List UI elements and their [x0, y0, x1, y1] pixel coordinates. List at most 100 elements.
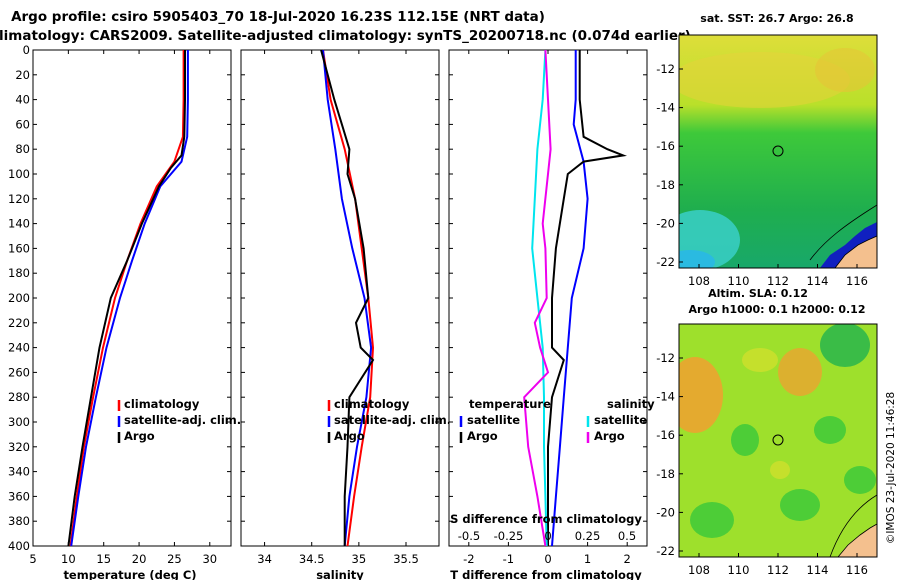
y-tick-label: 140 — [8, 217, 30, 231]
difference-xlabel: T difference from climatology — [450, 568, 642, 580]
salinity-xlabel: salinity — [316, 568, 364, 580]
series-line-t-satellite — [551, 50, 589, 547]
sla-land — [837, 523, 877, 557]
map-y-tick-label: -12 — [656, 62, 675, 76]
sla-low-patch — [690, 502, 734, 538]
x-tick-label: 5 — [29, 552, 36, 566]
sst-bathymetry-contour — [809, 204, 877, 261]
salinity-axes-frame — [240, 49, 440, 547]
map-x-tick-label: 112 — [767, 563, 789, 577]
sla-bathymetry-contour — [829, 494, 877, 557]
legend-label-t-satellite: satellite — [467, 413, 520, 427]
title-line-1: Argo profile: csiro 5905403_70 18-Jul-20… — [11, 9, 545, 25]
sst-cool-patch — [679, 250, 715, 268]
x-tick-label: 10 — [61, 552, 76, 566]
sst-warm-patch — [815, 48, 875, 92]
x-tick-label: 0 — [544, 552, 551, 566]
y-tick-label: 240 — [8, 341, 30, 355]
y-tick-label: 120 — [8, 192, 30, 206]
y-tick-label: 300 — [8, 415, 30, 429]
series-line-argo — [320, 49, 375, 546]
temperature-legend: climatology satellite-adj. clim. Argo — [117, 397, 241, 443]
legend-title-temperature: temperature — [469, 397, 551, 411]
x-tick-label: 30 — [202, 552, 217, 566]
legend-label-s-satellite: satellite — [594, 413, 647, 427]
x-tick-label: 15 — [96, 552, 111, 566]
y-tick-label: 320 — [8, 440, 30, 454]
top-x-tick-label: 0.25 — [575, 529, 601, 543]
y-tick-label: 180 — [8, 266, 30, 280]
sla-low-patch — [820, 324, 870, 367]
y-tick-label: 380 — [8, 514, 30, 528]
difference-panel: -2 -1 0 1 2 T difference from climatology S … — [448, 49, 655, 580]
legend-title-salinity: salinity — [607, 397, 655, 411]
sla-map-panel: Altim. SLA: 0.12 Argo h1000: 0.1 h2000: … — [656, 287, 878, 577]
map-x-tick-label: 112 — [767, 274, 789, 288]
argo-float-marker — [772, 145, 784, 157]
legend-label-satellite: satellite-adj. clim. — [334, 413, 451, 427]
salinity-legend: climatology satellite-adj. clim. Argo — [327, 397, 451, 443]
map-x-tick-label: 110 — [728, 274, 750, 288]
series-line-s-satellite — [531, 49, 548, 547]
map-x-tick-label: 108 — [688, 274, 710, 288]
top-x-tick-label: -0.25 — [494, 529, 524, 543]
map-y-tick-label: -18 — [656, 178, 675, 192]
difference-top-xlabel: S difference from climatology — [450, 512, 642, 526]
x-tick-label: 34.5 — [299, 552, 325, 566]
title-line-2: Climatology: CARS2009. Satellite-adjuste… — [0, 28, 691, 44]
sla-map-title: Altim. SLA: 0.12 — [708, 287, 808, 300]
legend-label-argo: Argo — [124, 429, 155, 443]
map-y-tick-label: -18 — [656, 467, 675, 481]
x-tick-label: 25 — [167, 552, 182, 566]
series-line-satellite-adj-clim- — [70, 50, 189, 547]
legend-label-s-argo: Argo — [594, 429, 625, 443]
legend-label-satellite: satellite-adj. clim. — [124, 413, 241, 427]
map-x-tick-label: 116 — [846, 274, 868, 288]
x-tick-label: 35 — [352, 552, 367, 566]
legend-label-climatology: climatology — [334, 397, 410, 411]
map-y-tick-label: -12 — [656, 351, 675, 365]
y-tick-label: 60 — [15, 117, 30, 131]
x-tick-label: 2 — [624, 552, 631, 566]
sla-high-patch — [679, 357, 723, 433]
temperature-axes-frame — [32, 49, 232, 547]
map-y-tick-label: -22 — [656, 544, 675, 558]
map-y-tick-label: -14 — [656, 101, 675, 115]
x-tick-label: -2 — [463, 552, 474, 566]
series-line-argo — [67, 50, 186, 547]
x-tick-label: -1 — [503, 552, 514, 566]
sla-high-patch — [778, 348, 822, 396]
argo-float-marker — [772, 434, 784, 446]
temperature-panel: 0 20 40 60 80 100 120 140 160 180 200 220 240 260 280 3… — [8, 43, 241, 580]
x-tick-label: 1 — [584, 552, 591, 566]
map-x-tick-label: 114 — [807, 274, 829, 288]
series-line-t-argo — [547, 50, 628, 546]
sla-map-subtitle: Argo h1000: 0.1 h2000: 0.12 — [688, 303, 865, 316]
map-x-tick-label: 110 — [728, 563, 750, 577]
map-x-tick-label: 114 — [807, 563, 829, 577]
top-x-tick-label: -0.5 — [458, 529, 480, 543]
y-tick-label: 280 — [8, 390, 30, 404]
y-tick-label: 220 — [8, 316, 30, 330]
sla-mid-patch — [742, 348, 778, 372]
map-y-tick-label: -16 — [656, 428, 675, 442]
y-tick-label: 400 — [8, 539, 30, 553]
map-y-tick-label: -16 — [656, 139, 675, 153]
series-line-satellite-adj-clim- — [322, 49, 373, 547]
legend-label-climatology: climatology — [124, 397, 200, 411]
legend-label-t-argo: Argo — [467, 429, 498, 443]
x-tick-label: 34 — [257, 552, 272, 566]
y-tick-label: 40 — [15, 93, 30, 107]
legend-label-argo: Argo — [334, 429, 365, 443]
x-tick-label: 35.5 — [393, 552, 419, 566]
top-x-tick-label: 0 — [544, 529, 551, 543]
y-tick-label: 340 — [8, 465, 30, 479]
map-y-tick-label: -14 — [656, 390, 675, 404]
map-y-tick-label: -20 — [656, 505, 675, 519]
salinity-panel: 34 34.5 35 35.5 salinity climatology satell… — [240, 49, 451, 580]
sst-map-title: sat. SST: 26.7 Argo: 26.8 — [700, 12, 853, 25]
sla-low-patch — [780, 489, 820, 521]
y-tick-label: 100 — [8, 167, 30, 181]
y-tick-label: 160 — [8, 241, 30, 255]
sst-warm-patch — [679, 52, 850, 108]
